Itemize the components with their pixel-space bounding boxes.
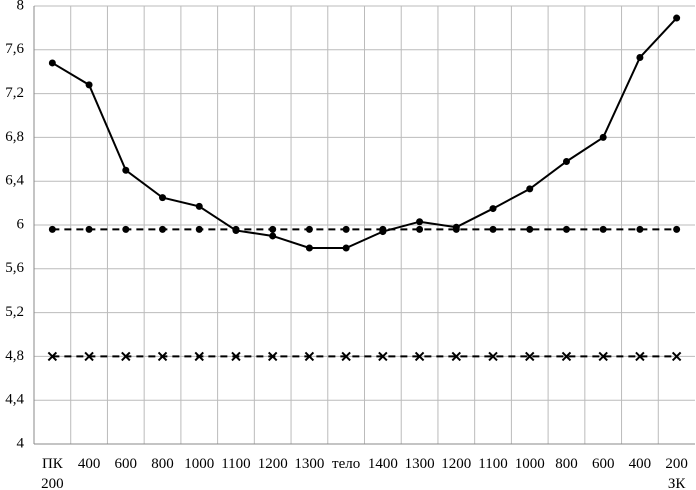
marker xyxy=(452,225,460,233)
y-tick-label: 5,6 xyxy=(5,260,24,276)
y-tick-label: 4 xyxy=(17,435,25,451)
marker xyxy=(488,351,498,362)
marker xyxy=(561,351,572,362)
x-tick-label: 1100 xyxy=(478,456,508,472)
marker xyxy=(48,59,56,67)
marker xyxy=(122,166,130,174)
marker xyxy=(269,225,277,233)
marker xyxy=(195,202,203,210)
marker xyxy=(122,225,130,233)
marker xyxy=(416,218,424,226)
y-tick-label: 6,8 xyxy=(5,129,24,145)
marker xyxy=(194,351,204,362)
marker xyxy=(121,351,131,362)
marker xyxy=(635,351,645,362)
y-tick-label: 4,4 xyxy=(5,392,24,408)
marker xyxy=(267,351,278,362)
marker xyxy=(47,351,58,362)
x-tick-label: ПК 200 xyxy=(41,456,64,490)
marker xyxy=(451,351,462,362)
x-tick-label: 1400 xyxy=(367,456,398,472)
marker xyxy=(525,351,535,362)
marker xyxy=(378,351,388,362)
x-tick-label: 800 xyxy=(151,456,174,472)
x-tick-label: 1300 xyxy=(404,456,435,472)
marker xyxy=(84,351,94,362)
marker xyxy=(416,225,424,233)
marker xyxy=(269,232,277,240)
marker xyxy=(85,81,93,89)
marker xyxy=(85,225,93,233)
marker xyxy=(342,244,350,252)
marker xyxy=(159,194,167,202)
marker xyxy=(195,225,203,233)
x-tick-label: 1200 xyxy=(441,456,472,472)
x-tick-label: 1300 xyxy=(294,456,325,472)
marker xyxy=(636,53,644,61)
x-tick-label: 1100 xyxy=(221,456,251,472)
marker xyxy=(379,225,387,233)
marker xyxy=(305,225,313,233)
marker xyxy=(673,14,681,22)
marker xyxy=(562,225,570,233)
y-tick-label: 5,2 xyxy=(5,304,24,320)
x-tick-label: 1200 xyxy=(257,456,288,472)
marker xyxy=(304,351,315,362)
y-tick-label: 6 xyxy=(17,216,25,232)
marker xyxy=(673,225,681,233)
marker xyxy=(414,351,425,362)
x-tick-label: 600 xyxy=(591,456,615,472)
marker xyxy=(599,133,607,141)
marker xyxy=(599,225,607,233)
x-tick-label: 1000 xyxy=(514,456,545,472)
x-tick-label: тело xyxy=(332,456,361,472)
marker xyxy=(231,351,241,362)
marker xyxy=(157,351,168,362)
marker xyxy=(159,225,167,233)
x-tick-label: 1000 xyxy=(184,456,215,472)
x-tick-label: 400 xyxy=(77,456,101,472)
marker xyxy=(671,351,682,362)
x-tick-label: 600 xyxy=(114,456,138,472)
x-tick-label: 400 xyxy=(628,456,652,472)
marker xyxy=(342,225,350,233)
y-tick-label: 7,6 xyxy=(5,41,24,57)
marker xyxy=(526,185,534,193)
y-tick-label: 8 xyxy=(17,0,25,13)
marker xyxy=(489,205,497,213)
marker xyxy=(598,351,608,362)
marker xyxy=(526,225,534,233)
marker xyxy=(636,225,644,233)
marker xyxy=(489,225,497,233)
y-tick-label: 7,2 xyxy=(5,85,24,101)
y-tick-label: 6,4 xyxy=(5,173,24,189)
marker xyxy=(562,157,570,165)
marker xyxy=(305,244,313,252)
series-line xyxy=(51,17,678,249)
x-tick-label: 200 ЗК xyxy=(665,456,688,490)
y-tick-label: 4,8 xyxy=(5,348,24,364)
x-tick-label: 800 xyxy=(555,456,578,472)
marker xyxy=(48,225,56,233)
marker xyxy=(232,225,240,233)
marker xyxy=(341,351,351,362)
